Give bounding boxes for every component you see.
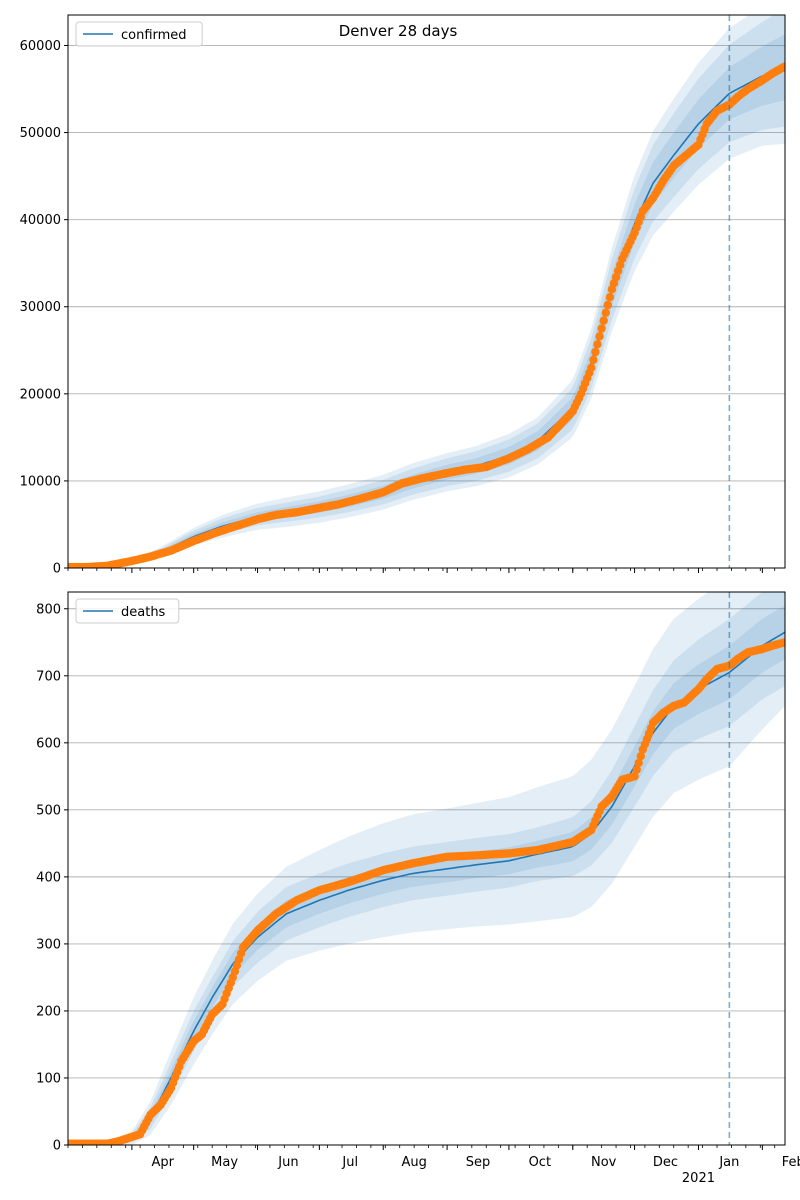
uncertainty-band [68, 15, 785, 568]
legend: deaths [75, 598, 180, 624]
plot-area [68, 592, 785, 1145]
observed-point [636, 752, 645, 761]
y-tick-label: 40000 [20, 213, 61, 228]
uncertainty-band [68, 15, 785, 568]
axes-frame [67, 14, 786, 569]
y-tick-label: 200 [36, 1004, 61, 1019]
y-tick-label: 100 [36, 1071, 61, 1086]
observed-point [605, 293, 615, 302]
legend-box [75, 598, 180, 624]
y-tick-label: 300 [36, 937, 61, 952]
observed-point [591, 347, 600, 357]
x-tick-label: Jan [718, 1155, 739, 1170]
y-tick-label: 50000 [20, 126, 61, 141]
x-tick-label: Dec [653, 1155, 678, 1170]
x-tick-label: Oct [529, 1155, 551, 1170]
y-tick-label: 30000 [20, 300, 61, 315]
figure-title: Denver 28 days [339, 22, 458, 40]
observed-point [780, 62, 785, 71]
observed-point [593, 340, 602, 349]
observed-point [630, 772, 639, 781]
observed-point [601, 308, 610, 317]
y-tick-label: 20000 [20, 387, 61, 402]
plot-area [68, 15, 785, 568]
y-tick-label: 10000 [20, 474, 61, 489]
axes-frame [67, 591, 786, 1146]
y-tick-label: 700 [36, 669, 61, 684]
deaths-panel: 0 100 200 300 400 500 600 700 800 Apr May Jun Jul Aug… [36, 591, 800, 1186]
y-tick-label: 400 [36, 870, 61, 885]
y-tick-label: 0 [53, 562, 61, 577]
uncertainty-band [68, 605, 785, 1145]
y-tick-label: 60000 [20, 39, 61, 54]
y-tick-label: 500 [36, 803, 61, 818]
y-tick-label: 800 [36, 602, 61, 617]
observed-point [780, 638, 785, 647]
legend-box [75, 21, 203, 47]
legend: confirmed [75, 21, 203, 47]
uncertainty-band [68, 592, 785, 1145]
observed-point [595, 332, 604, 341]
y-tick-label: 600 [36, 736, 61, 751]
observed-point [603, 300, 612, 310]
x-tick-label: May [211, 1155, 238, 1170]
y-tick-label: 0 [53, 1139, 61, 1154]
observed-point [597, 324, 606, 333]
observed-point [632, 765, 641, 774]
confirmed-panel: 0 10000 20000 30000 40000 50000 60000 confirmed [20, 14, 786, 577]
x-tick-label: Feb [782, 1155, 800, 1170]
x-tick-label: Jun [277, 1155, 298, 1170]
observed-point [599, 316, 608, 325]
observed-point [634, 758, 643, 768]
legend-label: deaths [121, 605, 166, 620]
uncertainty-band [68, 34, 785, 568]
x-tick-label: Apr [152, 1155, 175, 1170]
legend-label: confirmed [121, 28, 187, 43]
x-tick-label: Sep [466, 1155, 491, 1170]
x-tick-label: Jul [341, 1155, 358, 1170]
uncertainty-band [68, 592, 785, 1145]
x-year-label: 2021 [682, 1171, 715, 1186]
x-tick-label: Nov [591, 1155, 617, 1170]
x-tick-label: Aug [401, 1155, 426, 1170]
observed-point [587, 363, 596, 372]
observed-point [589, 355, 598, 365]
